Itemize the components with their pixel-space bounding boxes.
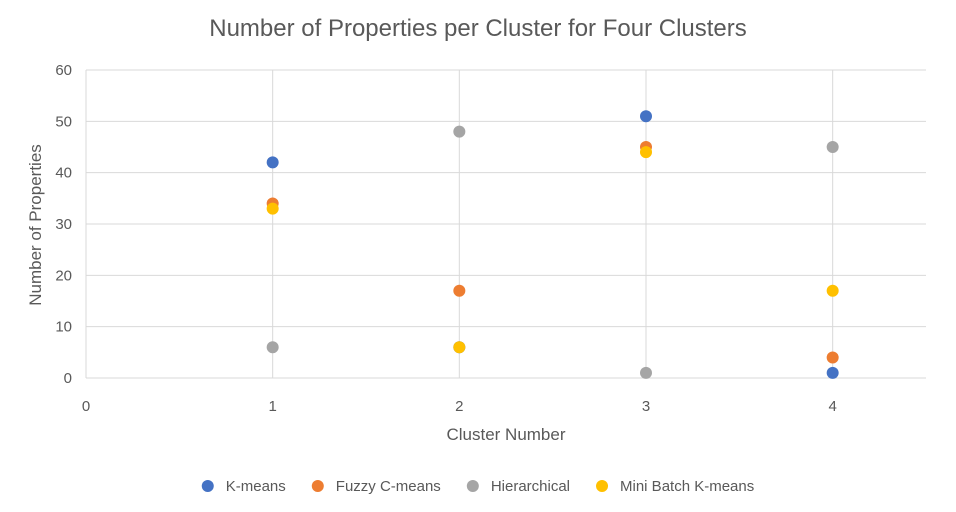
x-tick-label: 0 <box>82 398 90 415</box>
x-tick-label: 4 <box>828 398 836 415</box>
legend-marker <box>311 480 324 492</box>
data-point <box>826 141 839 153</box>
y-tick-label: 20 <box>55 267 72 284</box>
chart-title: Number of Properties per Cluster for Fou… <box>209 15 747 42</box>
data-point <box>826 366 839 379</box>
y-tick-label: 60 <box>55 62 72 79</box>
x-tick-label: 3 <box>642 398 650 415</box>
y-tick-label: 50 <box>55 113 72 130</box>
data-point <box>826 284 839 297</box>
grid <box>85 69 926 378</box>
y-axis-title: Number of Properties <box>26 144 45 306</box>
legend-marker <box>596 480 609 492</box>
legend-label: K-means <box>226 478 286 495</box>
legend: K-means Fuzzy C-means Hierarchical Mini Bat… <box>201 478 754 495</box>
x-axis-title: Cluster Number <box>446 425 565 444</box>
y-tick-label: 30 <box>55 216 72 233</box>
legend-label: Fuzzy C-means <box>336 478 441 495</box>
data-point <box>640 146 652 159</box>
data-point <box>640 110 652 123</box>
legend-marker <box>201 480 214 492</box>
data-point <box>453 341 466 354</box>
data-point <box>266 202 279 215</box>
data-points <box>266 110 839 379</box>
data-point <box>453 284 466 297</box>
legend-marker <box>466 480 479 492</box>
data-point <box>453 125 466 138</box>
y-tick-label: 0 <box>64 370 72 387</box>
x-tick-label: 1 <box>268 398 276 415</box>
data-point <box>266 341 279 354</box>
axes: 0 10 20 30 40 50 60 0 1 2 3 4 <box>55 62 926 415</box>
y-tick-label: 40 <box>55 165 72 182</box>
y-tick-label: 10 <box>55 319 72 336</box>
data-point <box>266 156 279 169</box>
x-tick-label: 2 <box>455 398 463 415</box>
legend-label: Hierarchical <box>491 478 570 495</box>
legend-label: Mini Batch K-means <box>620 478 754 495</box>
data-point <box>640 366 652 379</box>
data-point <box>826 351 839 364</box>
